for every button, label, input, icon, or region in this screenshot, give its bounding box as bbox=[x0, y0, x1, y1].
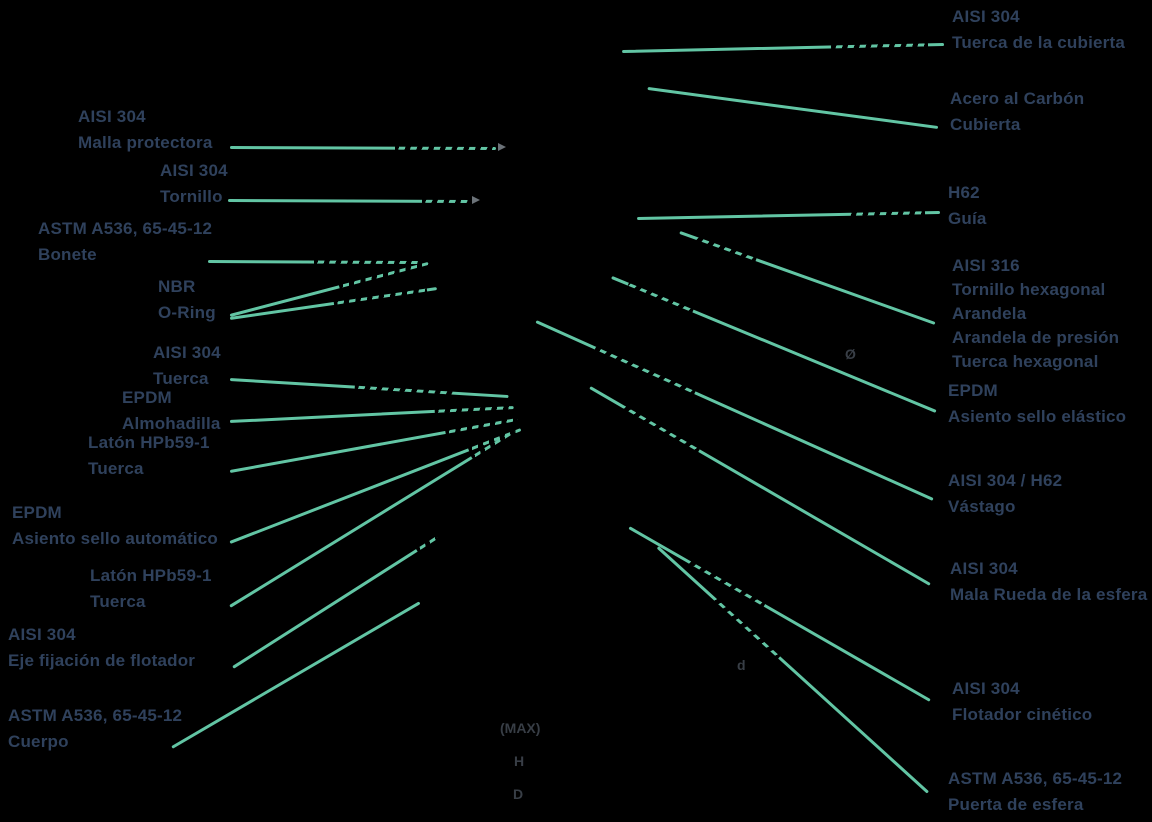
part-label-tuerca-cubierta: AISI 304 Tuerca de la cubierta bbox=[952, 4, 1125, 56]
part-label-guia: H62 Guía bbox=[948, 180, 987, 232]
part-name: Bonete bbox=[38, 245, 97, 264]
part-name: Tornillo bbox=[160, 187, 223, 206]
material-name: AISI 304 bbox=[78, 107, 146, 126]
part-label-malla-protectora: AISI 304 Malla protectora bbox=[78, 104, 213, 156]
leader-arrowhead-icon bbox=[472, 196, 480, 204]
leader-line-flotador-cinetico bbox=[628, 525, 931, 702]
leader-hatch-puerta-esfera bbox=[708, 592, 783, 661]
part-label-asiento-sello-automatico: EPDM Asiento sello automático bbox=[12, 500, 218, 552]
part-name: Tuerca hexagonal bbox=[952, 352, 1099, 371]
leader-line-guia bbox=[636, 207, 941, 220]
material-name: ASTM A536, 65-45-12 bbox=[948, 769, 1123, 788]
material-name: H62 bbox=[948, 183, 980, 202]
part-label-almohadilla: EPDM Almohadilla bbox=[122, 385, 221, 437]
leader-arrowhead-icon bbox=[498, 143, 506, 151]
part-label-flotador-cinetico: AISI 304 Flotador cinético bbox=[952, 676, 1092, 728]
faint-dimension-mark-dim-d-minus: d bbox=[737, 657, 746, 673]
part-name: Tornillo hexagonal bbox=[952, 280, 1106, 299]
leader-hatch-tornilleria-hexagonal bbox=[691, 232, 759, 264]
part-label-bonete: ASTM A536, 65-45-12 Bonete bbox=[38, 216, 212, 268]
leader-hatch-asiento-sello-elastico bbox=[626, 279, 695, 315]
part-label-cuerpo: ASTM A536, 65-45-12 Cuerpo bbox=[8, 703, 182, 755]
material-name: ASTM A536, 65-45-12 bbox=[8, 706, 183, 725]
leader-line-puerta-esfera bbox=[656, 545, 930, 794]
part-label-puerta-esfera: ASTM A536, 65-45-12 Puerta de esfera bbox=[948, 766, 1122, 818]
part-name: Vástago bbox=[948, 497, 1016, 516]
leader-line-o-ring-b bbox=[229, 285, 438, 320]
leader-line-malla-protectora bbox=[229, 143, 497, 153]
material-name: AISI 304 bbox=[8, 625, 76, 644]
part-label-tuerca-inferior: Latón HPb59-1 Tuerca bbox=[90, 563, 212, 615]
material-name: Latón HPb59-1 bbox=[90, 566, 212, 585]
part-name: Puerta de esfera bbox=[948, 795, 1084, 814]
leader-line-bonete bbox=[207, 257, 421, 267]
leader-line-tuerca-superior bbox=[229, 377, 509, 398]
part-name: Tuerca bbox=[153, 369, 209, 388]
leader-hatch-malla-protectora bbox=[394, 143, 496, 153]
part-name: Tuerca de la cubierta bbox=[952, 33, 1126, 52]
part-name: Tuerca bbox=[90, 592, 146, 611]
leader-line-cuerpo bbox=[171, 600, 421, 749]
leader-hatch-tuerca-superior bbox=[354, 382, 453, 398]
part-label-eje-fijacion-flotador: AISI 304 Eje fijación de flotador bbox=[8, 622, 195, 674]
part-name: Arandela de presión bbox=[952, 328, 1120, 347]
material-name: Acero al Carbón bbox=[950, 89, 1085, 108]
material-name: Latón HPb59-1 bbox=[88, 433, 210, 452]
part-label-rueda-esfera: AISI 304 Mala Rueda de la esfera bbox=[950, 556, 1147, 608]
leader-line-tornilleria-hexagonal bbox=[679, 230, 936, 325]
part-name: Tuerca bbox=[88, 459, 144, 478]
leader-hatch-eje-fijacion-flotador bbox=[414, 533, 440, 554]
leader-hatch-rueda-esfera bbox=[621, 402, 702, 454]
material-name: AISI 304 bbox=[153, 343, 221, 362]
leader-line-cubierta bbox=[647, 86, 939, 129]
part-name: Guía bbox=[948, 209, 987, 228]
material-name: ASTM A536, 65-45-12 bbox=[38, 219, 213, 238]
leader-hatch-vastago bbox=[593, 343, 697, 397]
material-name: AISI 304 bbox=[952, 7, 1020, 26]
leader-line-almohadilla bbox=[229, 402, 515, 423]
part-name: O-Ring bbox=[158, 303, 216, 322]
material-name: AISI 304 / H62 bbox=[948, 471, 1063, 490]
part-label-tuerca-superior: AISI 304 Tuerca bbox=[153, 340, 221, 392]
part-label-vastago: AISI 304 / H62 Vástago bbox=[948, 468, 1062, 520]
faint-dimension-mark-dim-h: H bbox=[514, 753, 525, 769]
part-name: Eje fijación de flotador bbox=[8, 651, 196, 670]
leader-line-tornillo bbox=[227, 196, 471, 206]
material-name: AISI 304 bbox=[160, 161, 228, 180]
part-label-o-ring: NBR O-Ring bbox=[158, 274, 216, 326]
material-name: EPDM bbox=[948, 381, 998, 400]
part-name: Cuerpo bbox=[8, 732, 69, 751]
part-label-asiento-sello-elastico: EPDM Asiento sello elástico bbox=[948, 378, 1126, 430]
part-name: Cubierta bbox=[950, 115, 1021, 134]
faint-dimension-mark-dim-max: (MAX) bbox=[500, 720, 541, 736]
part-name: Asiento sello elástico bbox=[948, 407, 1127, 426]
leader-line-tuerca-cubierta bbox=[621, 39, 945, 53]
leader-line-rueda-esfera bbox=[589, 385, 931, 586]
leader-hatch-tuerca-cubierta bbox=[831, 39, 929, 51]
part-label-tornilleria-hexagonal: AISI 316 Tornillo hexagonal Arandela Arande… bbox=[952, 254, 1119, 374]
part-name: Malla protectora bbox=[78, 133, 213, 152]
part-name: Almohadilla bbox=[122, 414, 221, 433]
leader-hatch-almohadilla bbox=[434, 402, 515, 416]
faint-dimension-mark-dim-d-mayus: D bbox=[513, 786, 524, 802]
material-name: AISI 316 bbox=[952, 256, 1020, 275]
leader-hatch-guia bbox=[849, 207, 925, 219]
part-name: Asiento sello automático bbox=[12, 529, 219, 548]
part-label-tuerca-prensa: Latón HPb59-1 Tuerca bbox=[88, 430, 210, 482]
material-name: NBR bbox=[158, 277, 196, 296]
part-name: Flotador cinético bbox=[952, 705, 1093, 724]
material-name: AISI 304 bbox=[950, 559, 1018, 578]
material-name: EPDM bbox=[122, 388, 172, 407]
part-name: Mala Rueda de la esfera bbox=[950, 585, 1148, 604]
leader-hatch-tornillo bbox=[421, 196, 471, 206]
part-label-tornillo: AISI 304 Tornillo bbox=[160, 158, 228, 210]
material-name: AISI 304 bbox=[952, 679, 1020, 698]
part-name: Arandela bbox=[952, 304, 1027, 323]
leader-line-eje-fijacion-flotador bbox=[232, 533, 440, 669]
faint-dimension-mark-dim-diametro: Ø bbox=[845, 346, 856, 362]
part-label-cubierta: Acero al Carbón Cubierta bbox=[950, 86, 1084, 138]
material-name: EPDM bbox=[12, 503, 62, 522]
leader-line-asiento-sello-elastico bbox=[611, 275, 937, 413]
